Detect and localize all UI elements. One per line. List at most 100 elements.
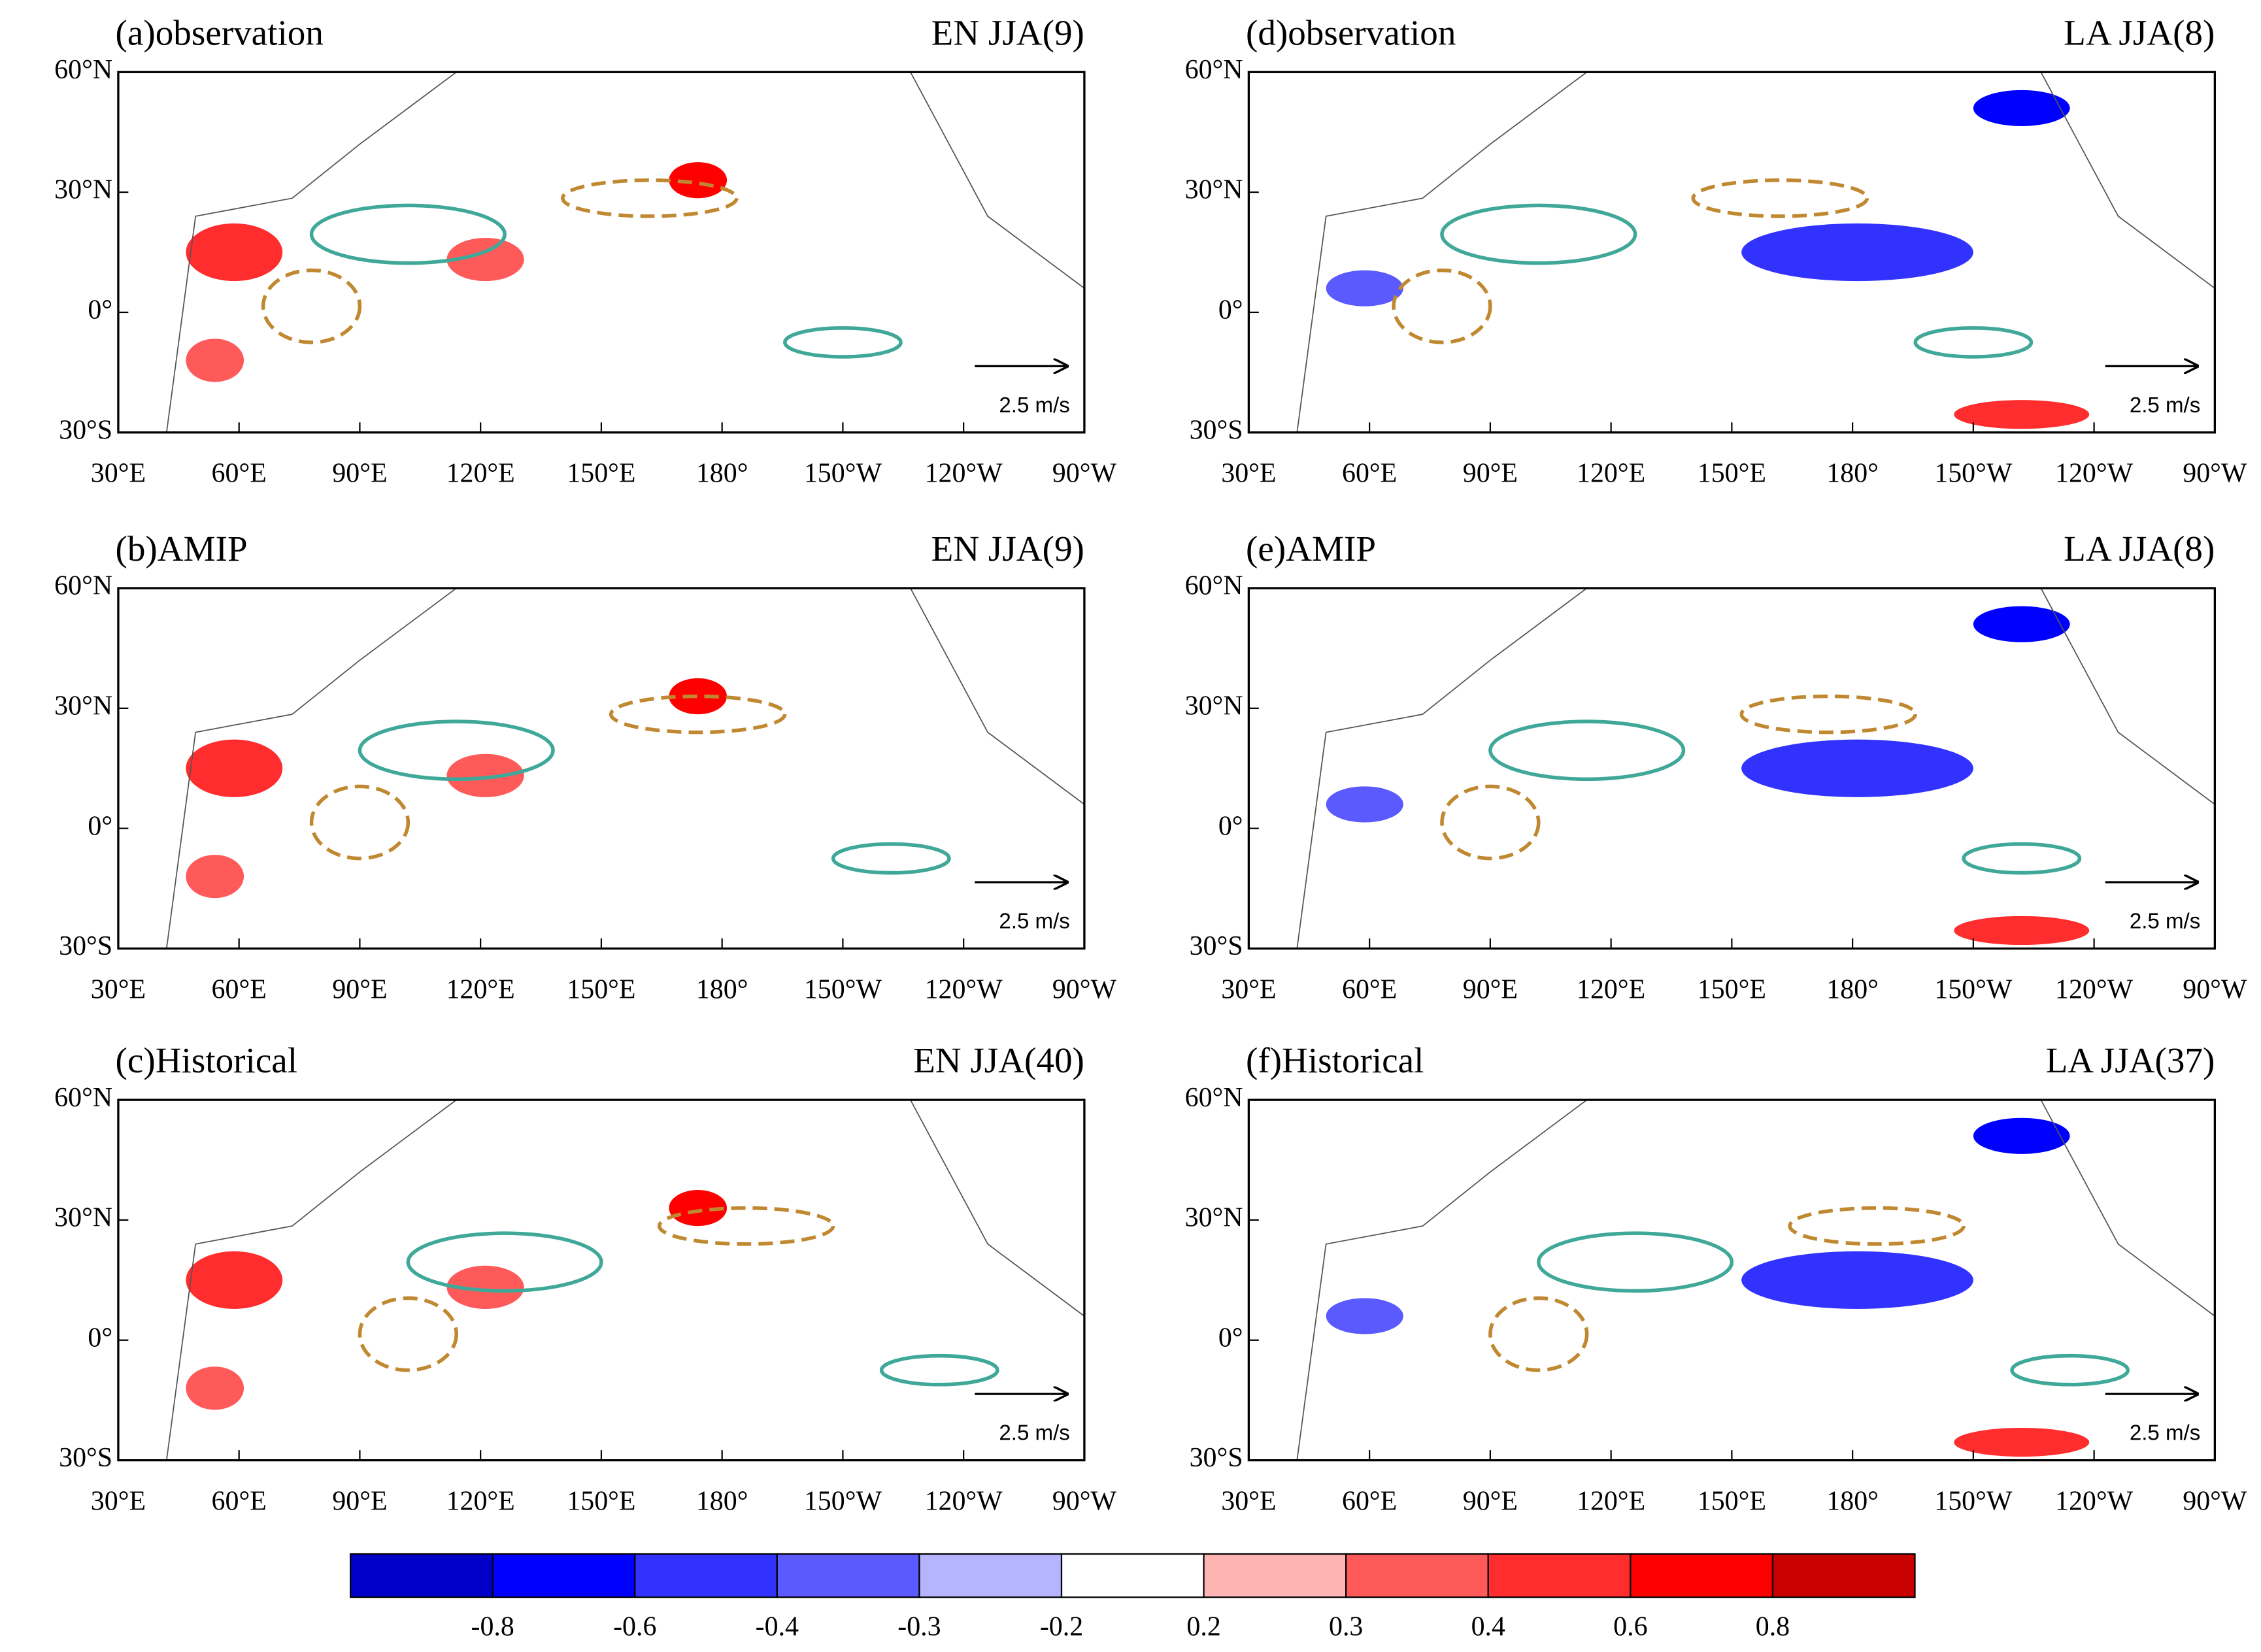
colorbar-box — [1345, 1553, 1489, 1598]
reference-label: 2.5 m/s — [999, 393, 1069, 418]
panel: (b)AMIP EN JJA(9) 60°N 30°N 0° 30°S 30°E 60°E 90… — [54, 529, 1116, 1004]
lon-label: 150°W — [804, 1486, 882, 1516]
lat-label: 0° — [1218, 811, 1243, 841]
lon-label: 180° — [1826, 459, 1879, 489]
lon-label: 30°E — [91, 1486, 146, 1516]
contour — [879, 1353, 999, 1387]
contour — [1788, 1206, 1966, 1246]
colorbar-box — [918, 1553, 1063, 1598]
lon-label: 30°E — [91, 459, 146, 489]
lat-label: 30°N — [54, 1203, 112, 1233]
lon-label: 150°E — [567, 1486, 635, 1516]
colorbar-label: 0.4 — [1471, 1611, 1505, 1642]
reference-label: 2.5 m/s — [999, 1421, 1069, 1446]
lon-label: 60°E — [1342, 974, 1397, 1004]
lon-label: 150°W — [1934, 974, 2013, 1004]
lat-label: 0° — [88, 1323, 112, 1353]
panel-case: EN JJA(40) — [913, 1040, 1084, 1080]
lon-label: 90°E — [332, 1486, 387, 1516]
lat-label: 60°N — [54, 571, 112, 601]
lat-label: 0° — [88, 295, 112, 325]
lat-label: 30°S — [1190, 1443, 1243, 1473]
lon-label: 90°E — [1463, 1486, 1518, 1516]
colorbar-box — [776, 1553, 920, 1598]
coastline — [1296, 587, 2215, 949]
lon-label: 30°E — [91, 974, 146, 1004]
lon-label: 150°E — [567, 459, 635, 489]
lon-label: 150°W — [804, 459, 882, 489]
lon-label: 150°W — [1934, 459, 2013, 489]
contour — [406, 1231, 603, 1293]
lat-label: 60°N — [54, 1083, 112, 1113]
contour — [561, 178, 739, 218]
lon-label: 180° — [696, 1486, 748, 1516]
panel-case: EN JJA(9) — [931, 529, 1084, 569]
shading — [1954, 400, 2090, 429]
panel: (c)Historical EN JJA(40) 60°N 30°N 0° 30°S 30°… — [54, 1040, 1116, 1516]
shading — [186, 1366, 244, 1410]
panel-label: (e)AMIP — [1246, 529, 1376, 569]
shading — [1973, 1117, 2070, 1154]
lat-label: 0° — [1218, 295, 1243, 325]
panel-label: (b)AMIP — [116, 529, 248, 569]
panel-case: LA JJA(37) — [2046, 1040, 2215, 1080]
shading — [186, 339, 244, 382]
shading — [186, 855, 244, 899]
contour — [1537, 1231, 1734, 1293]
colorbar-box — [1487, 1553, 1632, 1598]
lon-label: 120°W — [925, 1486, 1003, 1516]
contour — [831, 842, 951, 875]
lon-label: 120°W — [925, 459, 1003, 489]
lon-label: 120°E — [446, 459, 515, 489]
lon-label: 90°E — [332, 974, 387, 1004]
lon-label: 60°E — [212, 459, 267, 489]
shading — [1326, 270, 1403, 306]
lat-label: 30°S — [59, 415, 112, 445]
panel-case: EN JJA(9) — [931, 12, 1084, 52]
contour — [1440, 784, 1541, 861]
coastline — [1296, 71, 2215, 433]
shading — [446, 753, 524, 797]
panel-label: (d)observation — [1246, 12, 1456, 52]
shading — [1973, 90, 2070, 127]
lat-label: 30°N — [1185, 691, 1243, 721]
shading — [446, 1265, 524, 1309]
lat-label: 30°N — [1185, 175, 1243, 205]
lon-label: 120°E — [446, 974, 515, 1004]
contour — [358, 719, 555, 782]
lon-label: 150°W — [804, 974, 882, 1004]
lat-label: 30°N — [54, 175, 112, 205]
lon-label: 90°W — [2183, 459, 2247, 489]
shading — [1326, 1298, 1403, 1334]
lon-label: 30°E — [1221, 1486, 1276, 1516]
contour — [1739, 694, 1917, 735]
lat-label: 30°S — [1190, 415, 1243, 445]
contour — [358, 1296, 458, 1372]
lat-label: 60°N — [1185, 1083, 1243, 1113]
coastline — [165, 71, 1085, 433]
panel-case: LA JJA(8) — [2064, 12, 2215, 52]
colorbar-box — [492, 1553, 636, 1598]
colorbar-label: -0.4 — [756, 1611, 799, 1642]
lon-label: 90°W — [1052, 1486, 1117, 1516]
shading — [669, 162, 728, 199]
colorbar-label: -0.8 — [471, 1611, 514, 1642]
lat-label: 60°N — [54, 55, 112, 85]
contour — [1392, 268, 1492, 344]
colorbar-label: -0.6 — [613, 1611, 656, 1642]
contour — [1913, 326, 2034, 359]
colorbar-box — [1771, 1553, 1916, 1598]
colorbar-label: -0.3 — [897, 1611, 941, 1642]
coastline — [1296, 1099, 2215, 1461]
shading — [1741, 739, 1973, 797]
contour — [1440, 203, 1637, 265]
lon-label: 120°W — [2055, 974, 2134, 1004]
lon-label: 60°E — [212, 974, 267, 1004]
lat-label: 30°N — [1185, 1203, 1243, 1233]
lon-label: 150°E — [567, 974, 635, 1004]
shading — [1973, 606, 2070, 642]
colorbar-box — [1203, 1553, 1347, 1598]
lon-label: 90°W — [2183, 1486, 2247, 1516]
shading — [446, 237, 524, 282]
